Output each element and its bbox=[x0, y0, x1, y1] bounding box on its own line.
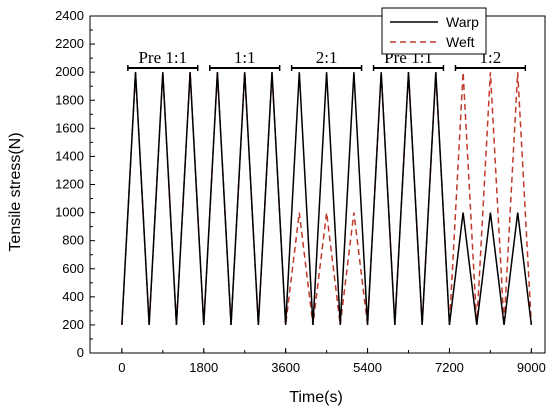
legend-weft-label: Weft bbox=[446, 34, 475, 50]
phase-label: Pre 1:1 bbox=[138, 48, 187, 67]
y-tick-label: 2000 bbox=[55, 64, 84, 79]
y-tick-label: 1000 bbox=[55, 205, 84, 220]
x-tick-label: 1800 bbox=[189, 360, 218, 375]
x-axis: 0 1800 3600 5400 7200 9000 bbox=[118, 348, 546, 375]
legend: Warp Weft bbox=[381, 7, 487, 55]
x-tick-label: 5400 bbox=[353, 360, 382, 375]
legend-warp-label: Warp bbox=[446, 14, 479, 30]
y-tick-label: 2400 bbox=[55, 8, 84, 23]
phase-label: 1:1 bbox=[234, 48, 256, 67]
y-tick-label: 2200 bbox=[55, 36, 84, 51]
series-lines bbox=[121, 72, 533, 326]
y-tick-label: 1600 bbox=[55, 120, 84, 135]
phase-label: 2:1 bbox=[316, 48, 338, 67]
legend-box bbox=[381, 7, 487, 55]
y-axis: 0 200 400 600 800 1000 1200 1400 1600 1800 2000 220… bbox=[55, 8, 95, 360]
x-axis-title: Time(s) bbox=[289, 389, 343, 406]
y-tick-label: 1800 bbox=[55, 92, 84, 107]
x-tick-label: 0 bbox=[118, 360, 125, 375]
x-tick-label: 9000 bbox=[517, 360, 546, 375]
y-tick-label: 600 bbox=[62, 261, 84, 276]
x-tick-label: 3600 bbox=[271, 360, 300, 375]
series-line-warp bbox=[121, 72, 533, 326]
x-tick-label: 7200 bbox=[435, 360, 464, 375]
y-tick-label: 200 bbox=[62, 317, 84, 332]
y-tick-label: 0 bbox=[77, 345, 84, 360]
y-tick-label: 800 bbox=[62, 233, 84, 248]
y-tick-label: 400 bbox=[62, 289, 84, 304]
y-tick-label: 1200 bbox=[55, 177, 84, 192]
y-axis-title: Tensile stress(N) bbox=[7, 132, 24, 251]
y-tick-label: 1400 bbox=[55, 148, 84, 163]
